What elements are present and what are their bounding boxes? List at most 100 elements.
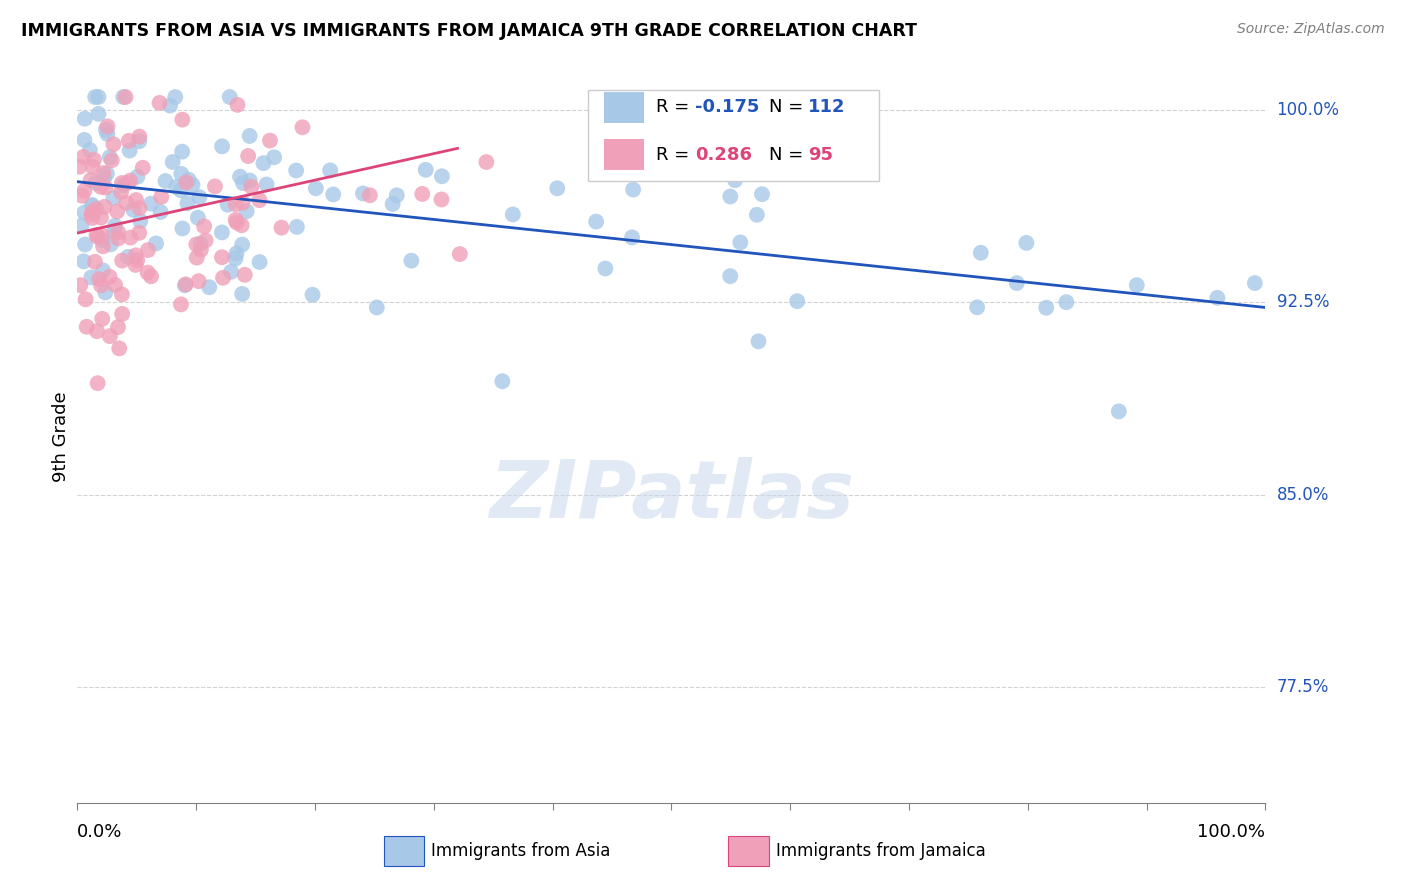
Point (322, 187, 344, 202)
Point (187, 211, 209, 225)
Point (411, 186, 433, 201)
Point (111, 253, 134, 268)
Point (724, 173, 747, 187)
Point (98, 269, 121, 284)
Point (96, 127, 118, 141)
Point (252, 156, 274, 170)
Point (751, 187, 773, 202)
Point (159, 98, 181, 112)
Point (124, 258, 146, 272)
Point (232, 176, 254, 190)
Point (745, 208, 768, 222)
Point (139, 269, 162, 284)
Point (112, 90, 135, 104)
Point (127, 169, 149, 184)
Point (225, 197, 247, 211)
Point (1005, 276, 1028, 290)
Point (72, 150, 94, 164)
Point (108, 342, 131, 356)
Point (149, 205, 172, 219)
Point (89, 272, 111, 286)
Point (70, 219, 93, 233)
Point (173, 278, 195, 293)
Y-axis label: 9th Grade: 9th Grade (52, 392, 70, 483)
Point (190, 243, 212, 257)
Point (285, 219, 308, 234)
Point (217, 198, 239, 212)
Point (82, 205, 104, 219)
Point (103, 224, 125, 238)
Point (100, 153, 122, 168)
Point (212, 270, 235, 285)
Point (139, 196, 162, 211)
Point (112, 178, 135, 193)
Text: R =: R = (657, 145, 695, 164)
Point (188, 190, 211, 204)
Point (100, 237, 122, 252)
Text: 95: 95 (808, 145, 832, 164)
Point (718, 189, 741, 203)
Point (1054, 295, 1077, 310)
Point (82, 160, 104, 174)
Point (76, 319, 98, 334)
Point (103, 191, 125, 205)
FancyBboxPatch shape (384, 836, 425, 866)
Point (270, 220, 292, 235)
Point (84, 254, 107, 268)
Point (75, 293, 97, 307)
Text: IMMIGRANTS FROM ASIA VS IMMIGRANTS FROM JAMAICA 9TH GRADE CORRELATION CHART: IMMIGRANTS FROM ASIA VS IMMIGRANTS FROM … (21, 22, 917, 40)
Point (170, 167, 193, 181)
Point (128, 201, 150, 215)
Point (585, 214, 607, 228)
Text: 0.0%: 0.0% (77, 823, 122, 841)
Point (148, 95, 170, 110)
Point (211, 139, 233, 153)
Text: 0.286: 0.286 (695, 145, 752, 164)
Point (181, 178, 204, 192)
Point (240, 179, 263, 194)
Text: 100.0%: 100.0% (1277, 101, 1340, 119)
Point (172, 145, 194, 159)
Point (176, 196, 198, 211)
Point (111, 176, 134, 190)
Point (98, 150, 121, 164)
Point (73, 205, 96, 219)
Point (305, 181, 328, 195)
Point (177, 173, 200, 187)
Point (449, 247, 471, 261)
Point (187, 274, 209, 288)
Text: 85.0%: 85.0% (1277, 486, 1329, 504)
Point (786, 294, 808, 309)
Point (589, 131, 612, 145)
Point (132, 161, 155, 175)
Point (225, 246, 247, 260)
Text: Source: ZipAtlas.com: Source: ZipAtlas.com (1237, 22, 1385, 37)
Point (233, 268, 256, 282)
Point (430, 193, 453, 207)
Point (381, 197, 404, 211)
Point (1015, 235, 1038, 250)
Point (145, 236, 167, 251)
Point (80, 270, 103, 285)
Text: 77.5%: 77.5% (1277, 678, 1329, 697)
Point (90, 278, 112, 293)
Point (84, 176, 107, 190)
Point (91, 311, 114, 326)
Point (90, 211, 112, 225)
FancyBboxPatch shape (588, 90, 879, 181)
Point (231, 237, 253, 252)
Text: R =: R = (657, 98, 695, 116)
Point (401, 253, 423, 268)
Point (93, 171, 115, 186)
Point (110, 185, 132, 199)
Point (82, 199, 104, 213)
Point (259, 134, 281, 148)
Point (219, 265, 242, 279)
Point (352, 186, 374, 201)
Point (359, 188, 381, 202)
Point (69, 160, 91, 174)
Point (98, 329, 121, 343)
Point (105, 204, 128, 219)
Point (93, 200, 115, 214)
Point (172, 221, 194, 235)
